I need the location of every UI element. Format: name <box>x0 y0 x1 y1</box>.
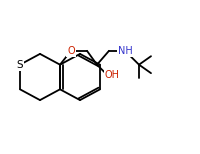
Text: OH: OH <box>105 70 120 80</box>
Text: O: O <box>67 46 75 56</box>
Text: NH: NH <box>118 46 132 56</box>
Text: S: S <box>17 60 23 70</box>
